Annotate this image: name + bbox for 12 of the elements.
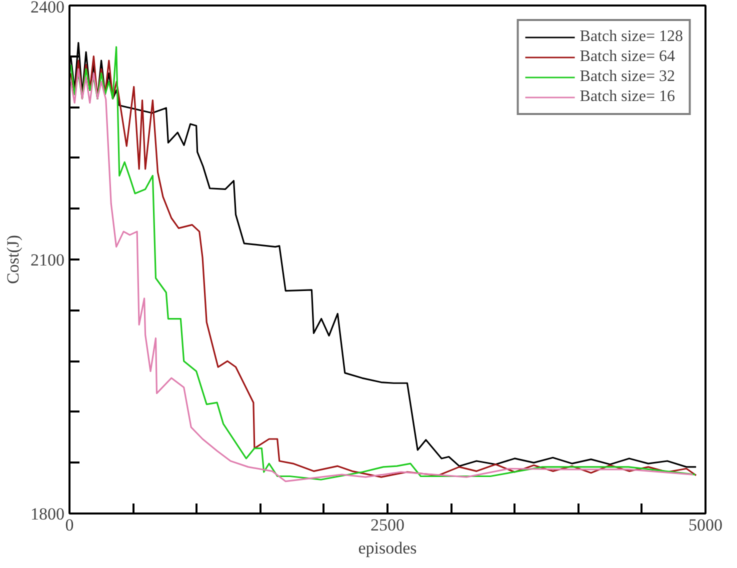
x-tick-label: 2500 [370,516,404,534]
y-tick-label: 2400 [30,0,64,16]
legend-label: Batch size= 128 [580,28,683,46]
legend-label: Batch size= 32 [580,68,675,86]
x-tick-label: 0 [65,516,74,534]
legend-label: Batch size= 64 [580,48,675,66]
y-tick-label: 2100 [30,250,64,270]
y-tick-label: 1800 [30,504,64,524]
y-axis-title: Cost(J) [4,234,22,284]
legend-label: Batch size= 16 [580,88,675,106]
x-axis-title: episodes [358,538,417,558]
x-tick-label: 5000 [688,516,722,534]
